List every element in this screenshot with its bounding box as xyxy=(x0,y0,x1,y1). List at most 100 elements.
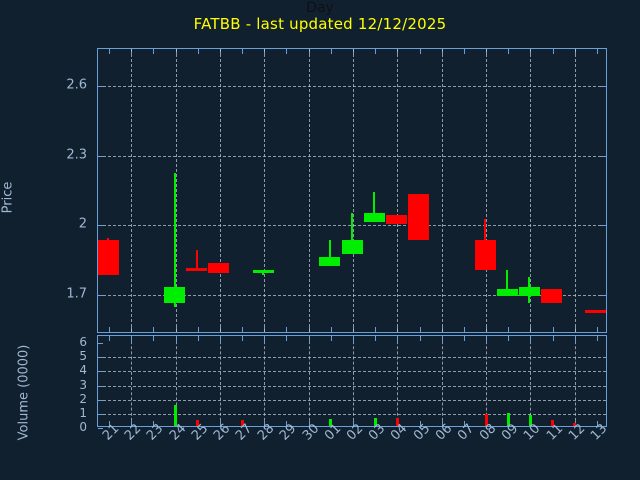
candle-body xyxy=(385,214,407,225)
day-tick xyxy=(109,327,111,332)
day-gridline xyxy=(486,336,488,426)
day-tick xyxy=(353,421,354,426)
day-tick xyxy=(197,49,199,54)
day-gridline xyxy=(308,49,310,332)
day-tick xyxy=(397,327,399,332)
day-gridline xyxy=(131,49,133,332)
day-tick xyxy=(175,336,177,341)
day-tick xyxy=(419,421,421,426)
candle-body xyxy=(585,309,607,313)
day-tick xyxy=(242,336,244,341)
day-tick xyxy=(508,49,510,54)
candle-body xyxy=(97,240,119,276)
candle-wick xyxy=(195,249,198,269)
day-tick xyxy=(264,336,266,341)
candle-body xyxy=(208,263,230,273)
volume-bar xyxy=(329,418,333,426)
day-tick xyxy=(219,49,221,54)
volume-tick xyxy=(98,385,103,387)
day-tick xyxy=(175,327,177,332)
day-gridline xyxy=(308,336,310,426)
day-tick xyxy=(308,421,310,426)
candle-wick xyxy=(506,270,509,296)
day-tick xyxy=(109,49,111,54)
day-tick xyxy=(596,421,598,426)
volume-bar xyxy=(174,404,178,426)
day-tick xyxy=(131,421,133,426)
day-tick xyxy=(175,49,177,54)
day-tick xyxy=(596,49,598,54)
volume-tick xyxy=(98,399,103,401)
day-tick xyxy=(219,336,221,341)
price-tick xyxy=(98,86,103,88)
day-tick xyxy=(574,49,576,54)
volume-bar xyxy=(373,418,377,426)
price-tick xyxy=(601,86,606,88)
day-tick xyxy=(308,336,310,341)
day-tick xyxy=(353,336,354,341)
day-tick xyxy=(596,336,598,341)
day-tick xyxy=(242,327,244,332)
volume-gridline xyxy=(98,357,606,359)
volume-bar xyxy=(551,420,555,426)
candle-wick xyxy=(173,173,176,308)
day-tick xyxy=(463,327,465,332)
day-tick xyxy=(264,327,266,332)
day-gridline xyxy=(441,336,443,426)
day-tick xyxy=(463,49,465,54)
day-tick xyxy=(153,327,155,332)
candle-body xyxy=(341,240,363,255)
candle-body xyxy=(186,268,208,272)
price-axis-tick-label: 2 xyxy=(78,216,87,232)
day-tick xyxy=(109,421,111,426)
day-tick xyxy=(264,421,266,426)
day-tick xyxy=(508,327,510,332)
volume-axis-tick-label: 4 xyxy=(79,363,87,378)
candle-body xyxy=(496,288,518,296)
volume-tick xyxy=(98,371,103,373)
day-tick xyxy=(197,327,199,332)
day-tick xyxy=(330,336,332,341)
day-gridline xyxy=(530,336,532,426)
day-gridline xyxy=(353,49,354,332)
candle-wick xyxy=(373,191,376,222)
volume-axis-title: Volume (0000) xyxy=(16,344,32,441)
price-axis-labels: Price Volume (0000) xyxy=(0,0,90,480)
day-tick xyxy=(441,421,443,426)
volume-bar xyxy=(484,413,488,426)
day-tick xyxy=(486,327,488,332)
day-tick xyxy=(330,49,332,54)
x-axis-title: Day xyxy=(306,0,334,16)
day-tick xyxy=(109,336,111,341)
day-tick xyxy=(397,336,399,341)
day-tick xyxy=(441,49,443,54)
day-tick xyxy=(441,327,443,332)
volume-axis-tick-label: 6 xyxy=(79,335,87,350)
volume-axis-tick-label: 3 xyxy=(79,377,87,392)
price-gridline xyxy=(98,86,606,88)
day-tick xyxy=(308,49,310,54)
volume-axis-tick-label: 1 xyxy=(79,405,87,420)
day-tick xyxy=(197,336,199,341)
day-tick xyxy=(286,49,288,54)
day-tick xyxy=(286,327,288,332)
day-gridline xyxy=(397,49,399,332)
volume-tick xyxy=(98,357,103,359)
day-tick xyxy=(508,336,510,341)
day-tick xyxy=(375,327,377,332)
volume-bar xyxy=(528,415,532,426)
candle-body xyxy=(474,240,496,271)
volume-bar xyxy=(240,419,244,426)
day-tick xyxy=(574,327,576,332)
price-axis-tick-label: 1.7 xyxy=(66,286,87,302)
day-gridline xyxy=(131,336,133,426)
day-tick xyxy=(131,336,133,341)
day-gridline xyxy=(574,336,576,426)
volume-bar xyxy=(395,417,399,426)
volume-tick xyxy=(98,413,103,415)
day-gridline xyxy=(219,336,221,426)
candle-body xyxy=(541,288,563,303)
volume-axis-tick-label: 2 xyxy=(79,391,87,406)
day-tick xyxy=(463,421,465,426)
